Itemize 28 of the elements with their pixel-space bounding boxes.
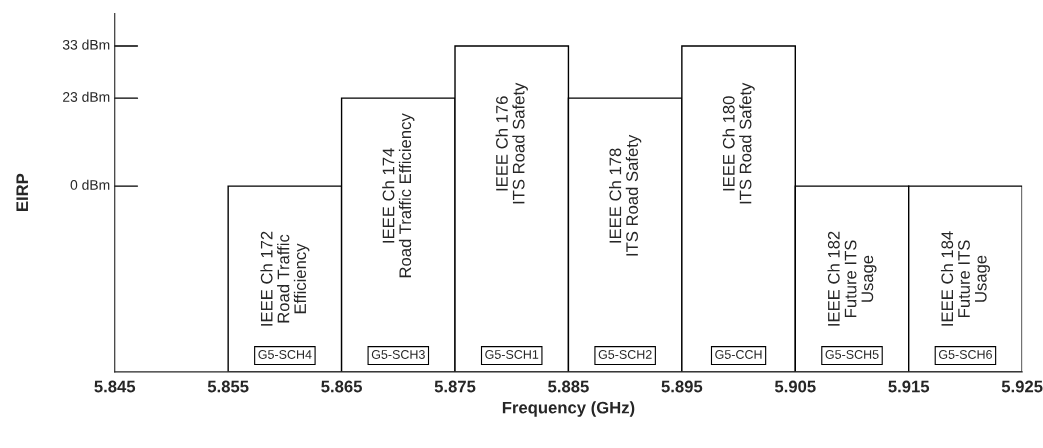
x-tick-label: 5.925 xyxy=(1001,380,1043,393)
annotation: G5-CCH xyxy=(715,350,762,359)
annotation: IEEE Ch 174 Road Traffic Efficiency xyxy=(382,113,415,278)
annotation: IEEE Ch 176 ITS Road Safety xyxy=(495,82,528,204)
x-axis-title: Frequency (GHz) xyxy=(502,401,635,417)
annotation: G5-SCH1 xyxy=(485,350,539,359)
annotation: G5-SCH5 xyxy=(825,350,879,359)
x-tick-label: 5.885 xyxy=(548,380,589,393)
annotation: G5-SCH3 xyxy=(371,350,425,359)
ref-line-label: 23 dBm xyxy=(63,91,110,102)
x-tick-label: 5.845 xyxy=(94,380,136,393)
annotation: IEEE Ch 178 ITS Road Safety xyxy=(609,134,642,256)
annotation: G5-SCH2 xyxy=(598,350,652,359)
ref-line-label: 0 dBm xyxy=(70,179,110,190)
x-tick-label: 5.895 xyxy=(661,380,703,393)
y-axis-title: EIRP xyxy=(16,173,28,211)
annotation: IEEE Ch 182 Future ITS Usage xyxy=(827,231,877,326)
x-tick-label: 5.905 xyxy=(774,380,816,393)
x-tick-label: 5.855 xyxy=(207,380,249,393)
x-tick-label: 5.865 xyxy=(321,380,362,393)
annotation: G5-SCH4 xyxy=(258,350,312,359)
x-tick-label: 5.875 xyxy=(434,380,476,393)
annotation: IEEE Ch 180 ITS Road Safety xyxy=(722,82,755,204)
ref-line-label: 33 dBm xyxy=(62,39,110,50)
annotation: G5-SCH6 xyxy=(938,350,992,359)
x-tick-label: 5.915 xyxy=(888,380,930,393)
annotation: IEEE Ch 172 Road Traffic Efficiency xyxy=(260,231,310,326)
annotation: IEEE Ch 184 Future ITS Usage xyxy=(940,231,990,326)
